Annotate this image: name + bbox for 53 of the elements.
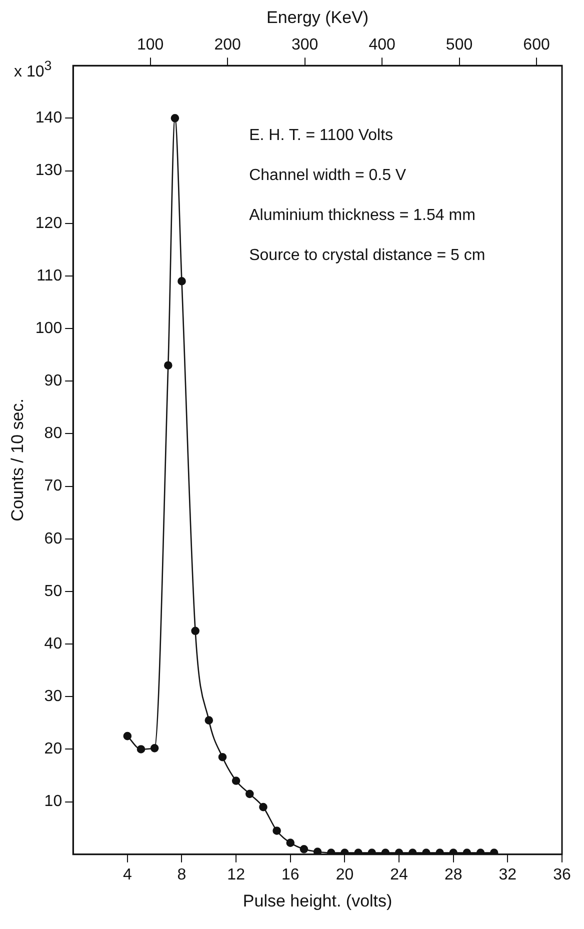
y-tick-label: 100 bbox=[35, 320, 62, 337]
y-tick-label: 80 bbox=[44, 425, 62, 442]
annotation: Aluminium thickness = 1.54 mm bbox=[249, 207, 476, 224]
point bbox=[218, 752, 227, 762]
point bbox=[300, 844, 308, 854]
x-tick-label: 12 bbox=[227, 866, 246, 884]
y-tick-label: 20 bbox=[44, 740, 62, 758]
x-tick-label: 36 bbox=[553, 866, 571, 884]
x-tick-label: 4 bbox=[122, 866, 132, 884]
y-tick-label: 110 bbox=[36, 267, 62, 284]
point bbox=[313, 848, 322, 854]
x-tick-label: 8 bbox=[177, 866, 186, 884]
point bbox=[170, 114, 180, 122]
y-tick-label: 90 bbox=[44, 372, 62, 390]
point bbox=[123, 732, 132, 740]
x2-tick-label: 400 bbox=[368, 36, 396, 54]
x2-tick-label: 600 bbox=[523, 36, 550, 54]
y-tick-label: 130 bbox=[35, 162, 62, 180]
point bbox=[164, 361, 172, 370]
annotation: Channel width = 0.5 V bbox=[249, 167, 406, 184]
x2-tick-label: 100 bbox=[136, 36, 164, 54]
point bbox=[245, 790, 254, 798]
y-tick-label: 50 bbox=[44, 582, 62, 600]
x-tick-label: 16 bbox=[281, 866, 300, 884]
x2-tick-label: 500 bbox=[446, 36, 473, 54]
y-tick-label: 140 bbox=[35, 110, 62, 127]
y-tick-label: 70 bbox=[44, 478, 62, 495]
point bbox=[191, 626, 200, 636]
x2-tick-label: 300 bbox=[291, 36, 318, 54]
y-axis-title: Counts / 10 sec. bbox=[8, 398, 27, 522]
x-tick-label: 32 bbox=[498, 866, 517, 884]
x2-axis-title: Energy (KeV) bbox=[266, 8, 369, 27]
text: x 10$^{3}$ bbox=[14, 58, 52, 82]
point bbox=[178, 277, 186, 286]
y-tick-label: 30 bbox=[44, 688, 62, 706]
point bbox=[136, 745, 146, 754]
point bbox=[150, 744, 159, 752]
y-tick-label: 40 bbox=[44, 635, 62, 652]
point bbox=[286, 838, 295, 847]
annotation: Source to crystal distance = 5 cm bbox=[249, 247, 486, 264]
x-tick-label: 20 bbox=[336, 866, 354, 884]
point bbox=[259, 802, 268, 812]
y-tick-label: 10 bbox=[44, 793, 62, 810]
point bbox=[232, 776, 240, 785]
x-tick-label: 24 bbox=[390, 866, 408, 884]
y-tick-label: 120 bbox=[35, 214, 62, 232]
y-tick-label: 60 bbox=[44, 530, 62, 548]
point bbox=[272, 826, 281, 835]
x-tick-label: 28 bbox=[444, 866, 462, 884]
point bbox=[204, 716, 214, 724]
annotation: E. H. T. = 1100 Volts bbox=[249, 127, 394, 144]
x2-tick-label: 200 bbox=[214, 36, 242, 54]
x-axis-title: Pulse height. (volts) bbox=[242, 891, 392, 910]
